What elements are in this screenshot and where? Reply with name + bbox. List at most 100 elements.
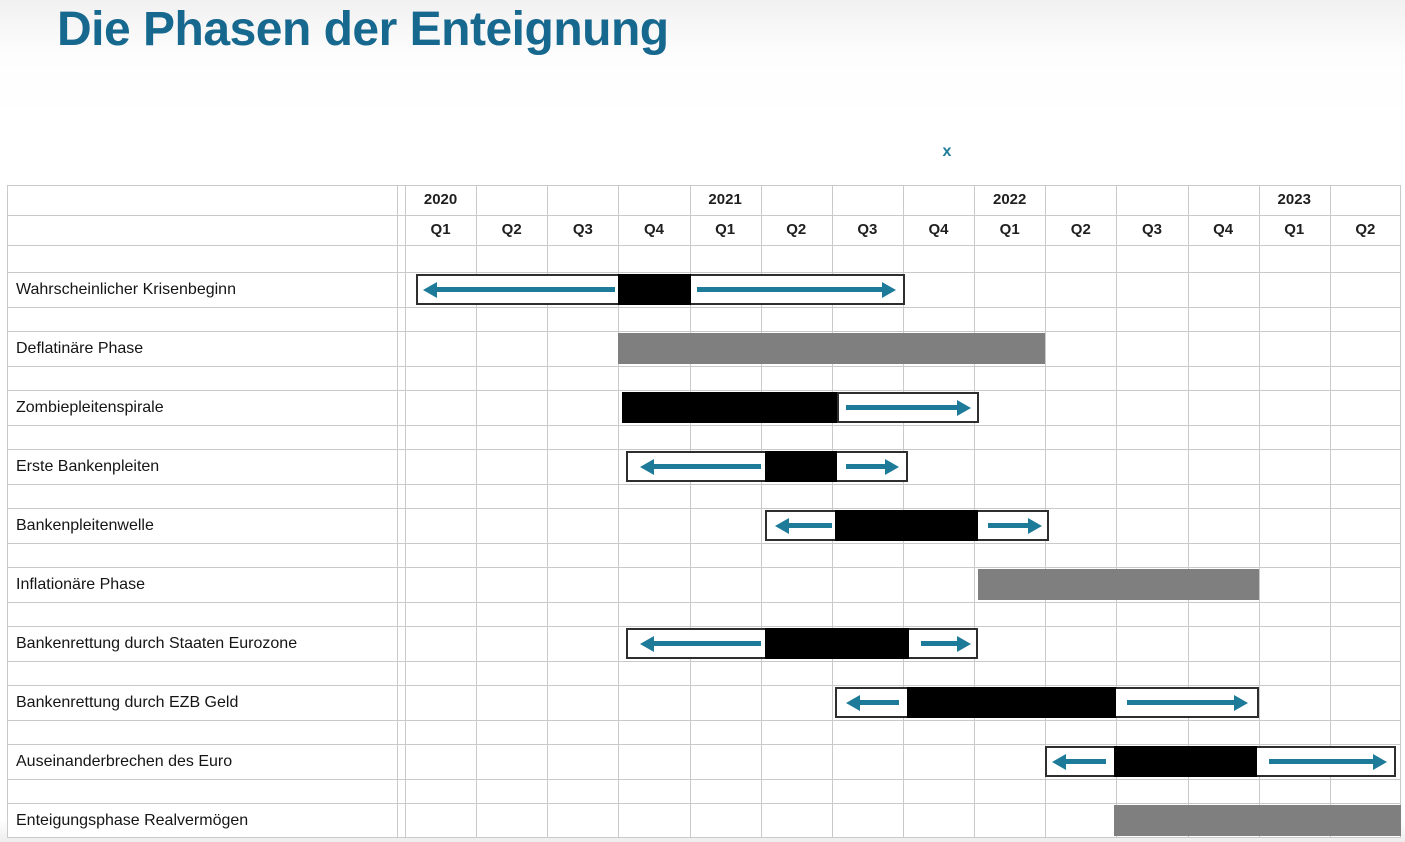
grid-hline bbox=[7, 543, 1401, 544]
grid-hline bbox=[7, 744, 1401, 745]
grid-vline bbox=[7, 185, 8, 838]
cursor-x-marker: x bbox=[942, 143, 952, 160]
quarter-label: Q3 bbox=[857, 221, 878, 238]
gantt-bar-black bbox=[764, 451, 837, 482]
grid-vline bbox=[1188, 185, 1189, 838]
grid-hline bbox=[7, 215, 1401, 216]
arrow-head bbox=[774, 517, 789, 534]
arrow-head bbox=[639, 458, 654, 475]
quarter-label: Q3 bbox=[1141, 221, 1162, 238]
arrow-head bbox=[1027, 517, 1042, 534]
arrow-shaft bbox=[1127, 700, 1238, 705]
arrow-shaft bbox=[696, 287, 886, 292]
gantt-bar-black bbox=[764, 628, 909, 659]
gantt-bar-black bbox=[834, 510, 979, 541]
arrow-head bbox=[1234, 694, 1248, 711]
arrow-head bbox=[1372, 753, 1387, 770]
grid-hline bbox=[7, 484, 1401, 485]
gantt-chart: 2020 2021 2022 2023 Q1 Q2 Q3 Q4 Q1 Q2 Q3 Q4 Q1 Q2 Q3 Q4… bbox=[7, 185, 1401, 838]
quarter-label: Q1 bbox=[999, 221, 1020, 238]
arrow-head bbox=[1052, 753, 1067, 770]
left-arrow-icon bbox=[774, 510, 832, 541]
grid-hline bbox=[7, 602, 1401, 603]
grid-hline bbox=[7, 837, 1401, 838]
grid-hline bbox=[7, 425, 1401, 426]
grid-hline bbox=[7, 661, 1401, 662]
quarter-label: Q1 bbox=[430, 221, 451, 238]
phase-label: Wahrscheinlicher Krisenbeginn bbox=[16, 281, 236, 298]
gantt-bar-black bbox=[906, 687, 1117, 718]
gantt-bar-black bbox=[618, 274, 691, 305]
arrow-head bbox=[956, 399, 971, 416]
phase-label: Zombiepleitenspirale bbox=[16, 399, 164, 416]
right-arrow-icon bbox=[696, 274, 896, 305]
left-arrow-icon bbox=[1052, 746, 1106, 777]
arrow-shaft bbox=[856, 700, 900, 705]
arrow-shaft bbox=[649, 464, 761, 469]
grid-vline bbox=[547, 185, 548, 838]
gantt-bar-gray bbox=[618, 333, 1046, 364]
grid-vline bbox=[1400, 185, 1401, 838]
grid-vline bbox=[690, 185, 691, 838]
right-arrow-icon bbox=[988, 510, 1042, 541]
grid-hline bbox=[7, 307, 1401, 308]
year-label: 2020 bbox=[423, 191, 458, 208]
grid-hline bbox=[7, 272, 1401, 273]
arrow-head bbox=[885, 458, 900, 475]
grid-vline bbox=[405, 185, 406, 838]
phase-label: Auseinanderbrechen des Euro bbox=[16, 753, 233, 770]
gantt-bar-black bbox=[1114, 746, 1257, 777]
arrow-head bbox=[956, 635, 971, 652]
grid-hline bbox=[7, 720, 1401, 721]
right-arrow-icon bbox=[846, 451, 900, 482]
year-label: 2022 bbox=[992, 191, 1027, 208]
grid-vline bbox=[476, 185, 477, 838]
grid-hline bbox=[7, 449, 1401, 450]
left-arrow-icon bbox=[639, 451, 761, 482]
phase-label: Bankenrettung durch Staaten Eurozone bbox=[16, 635, 298, 652]
gantt-bar-gray bbox=[1114, 805, 1401, 836]
arrow-shaft bbox=[846, 405, 961, 410]
grid-vline bbox=[1330, 185, 1331, 838]
quarter-label: Q2 bbox=[786, 221, 807, 238]
quarter-label: Q2 bbox=[501, 221, 522, 238]
grid-vline bbox=[1259, 185, 1260, 838]
arrow-shaft bbox=[784, 523, 832, 528]
right-arrow-icon bbox=[1127, 687, 1248, 718]
arrow-shaft bbox=[432, 287, 615, 292]
left-arrow-icon bbox=[422, 274, 615, 305]
phase-label: Erste Bankenpleiten bbox=[16, 458, 160, 475]
phase-label: Enteigungsphase Realvermögen bbox=[16, 812, 249, 829]
page-title: Die Phasen der Enteignung bbox=[57, 3, 669, 56]
quarter-label: Q4 bbox=[928, 221, 949, 238]
right-arrow-icon bbox=[846, 392, 971, 423]
grid-hline bbox=[7, 779, 1401, 780]
grid-hline bbox=[7, 245, 1401, 246]
grid-hline bbox=[7, 508, 1401, 509]
grid-hline bbox=[7, 567, 1401, 568]
quarter-label: Q2 bbox=[1355, 221, 1376, 238]
quarter-label: Q4 bbox=[643, 221, 664, 238]
gantt-bar-black bbox=[621, 392, 837, 423]
grid-hline bbox=[7, 626, 1401, 627]
arrow-shaft bbox=[1269, 759, 1377, 764]
quarter-label: Q1 bbox=[715, 221, 736, 238]
arrow-head bbox=[846, 694, 861, 711]
arrow-shaft bbox=[988, 523, 1032, 528]
arrow-shaft bbox=[846, 464, 890, 469]
right-arrow-icon bbox=[920, 628, 971, 659]
grid-vline bbox=[618, 185, 619, 838]
grid-hline bbox=[7, 803, 1401, 804]
grid-vline bbox=[397, 185, 398, 838]
quarter-label: Q3 bbox=[572, 221, 593, 238]
grid-hline bbox=[7, 331, 1401, 332]
year-label: 2021 bbox=[708, 191, 742, 208]
arrow-shaft bbox=[1062, 759, 1106, 764]
right-arrow-icon bbox=[1269, 746, 1387, 777]
year-label: 2023 bbox=[1277, 191, 1311, 208]
gantt-bar-gray bbox=[977, 569, 1259, 600]
grid-hline bbox=[7, 685, 1401, 686]
arrow-shaft bbox=[649, 641, 761, 646]
quarter-label: Q4 bbox=[1213, 221, 1234, 238]
